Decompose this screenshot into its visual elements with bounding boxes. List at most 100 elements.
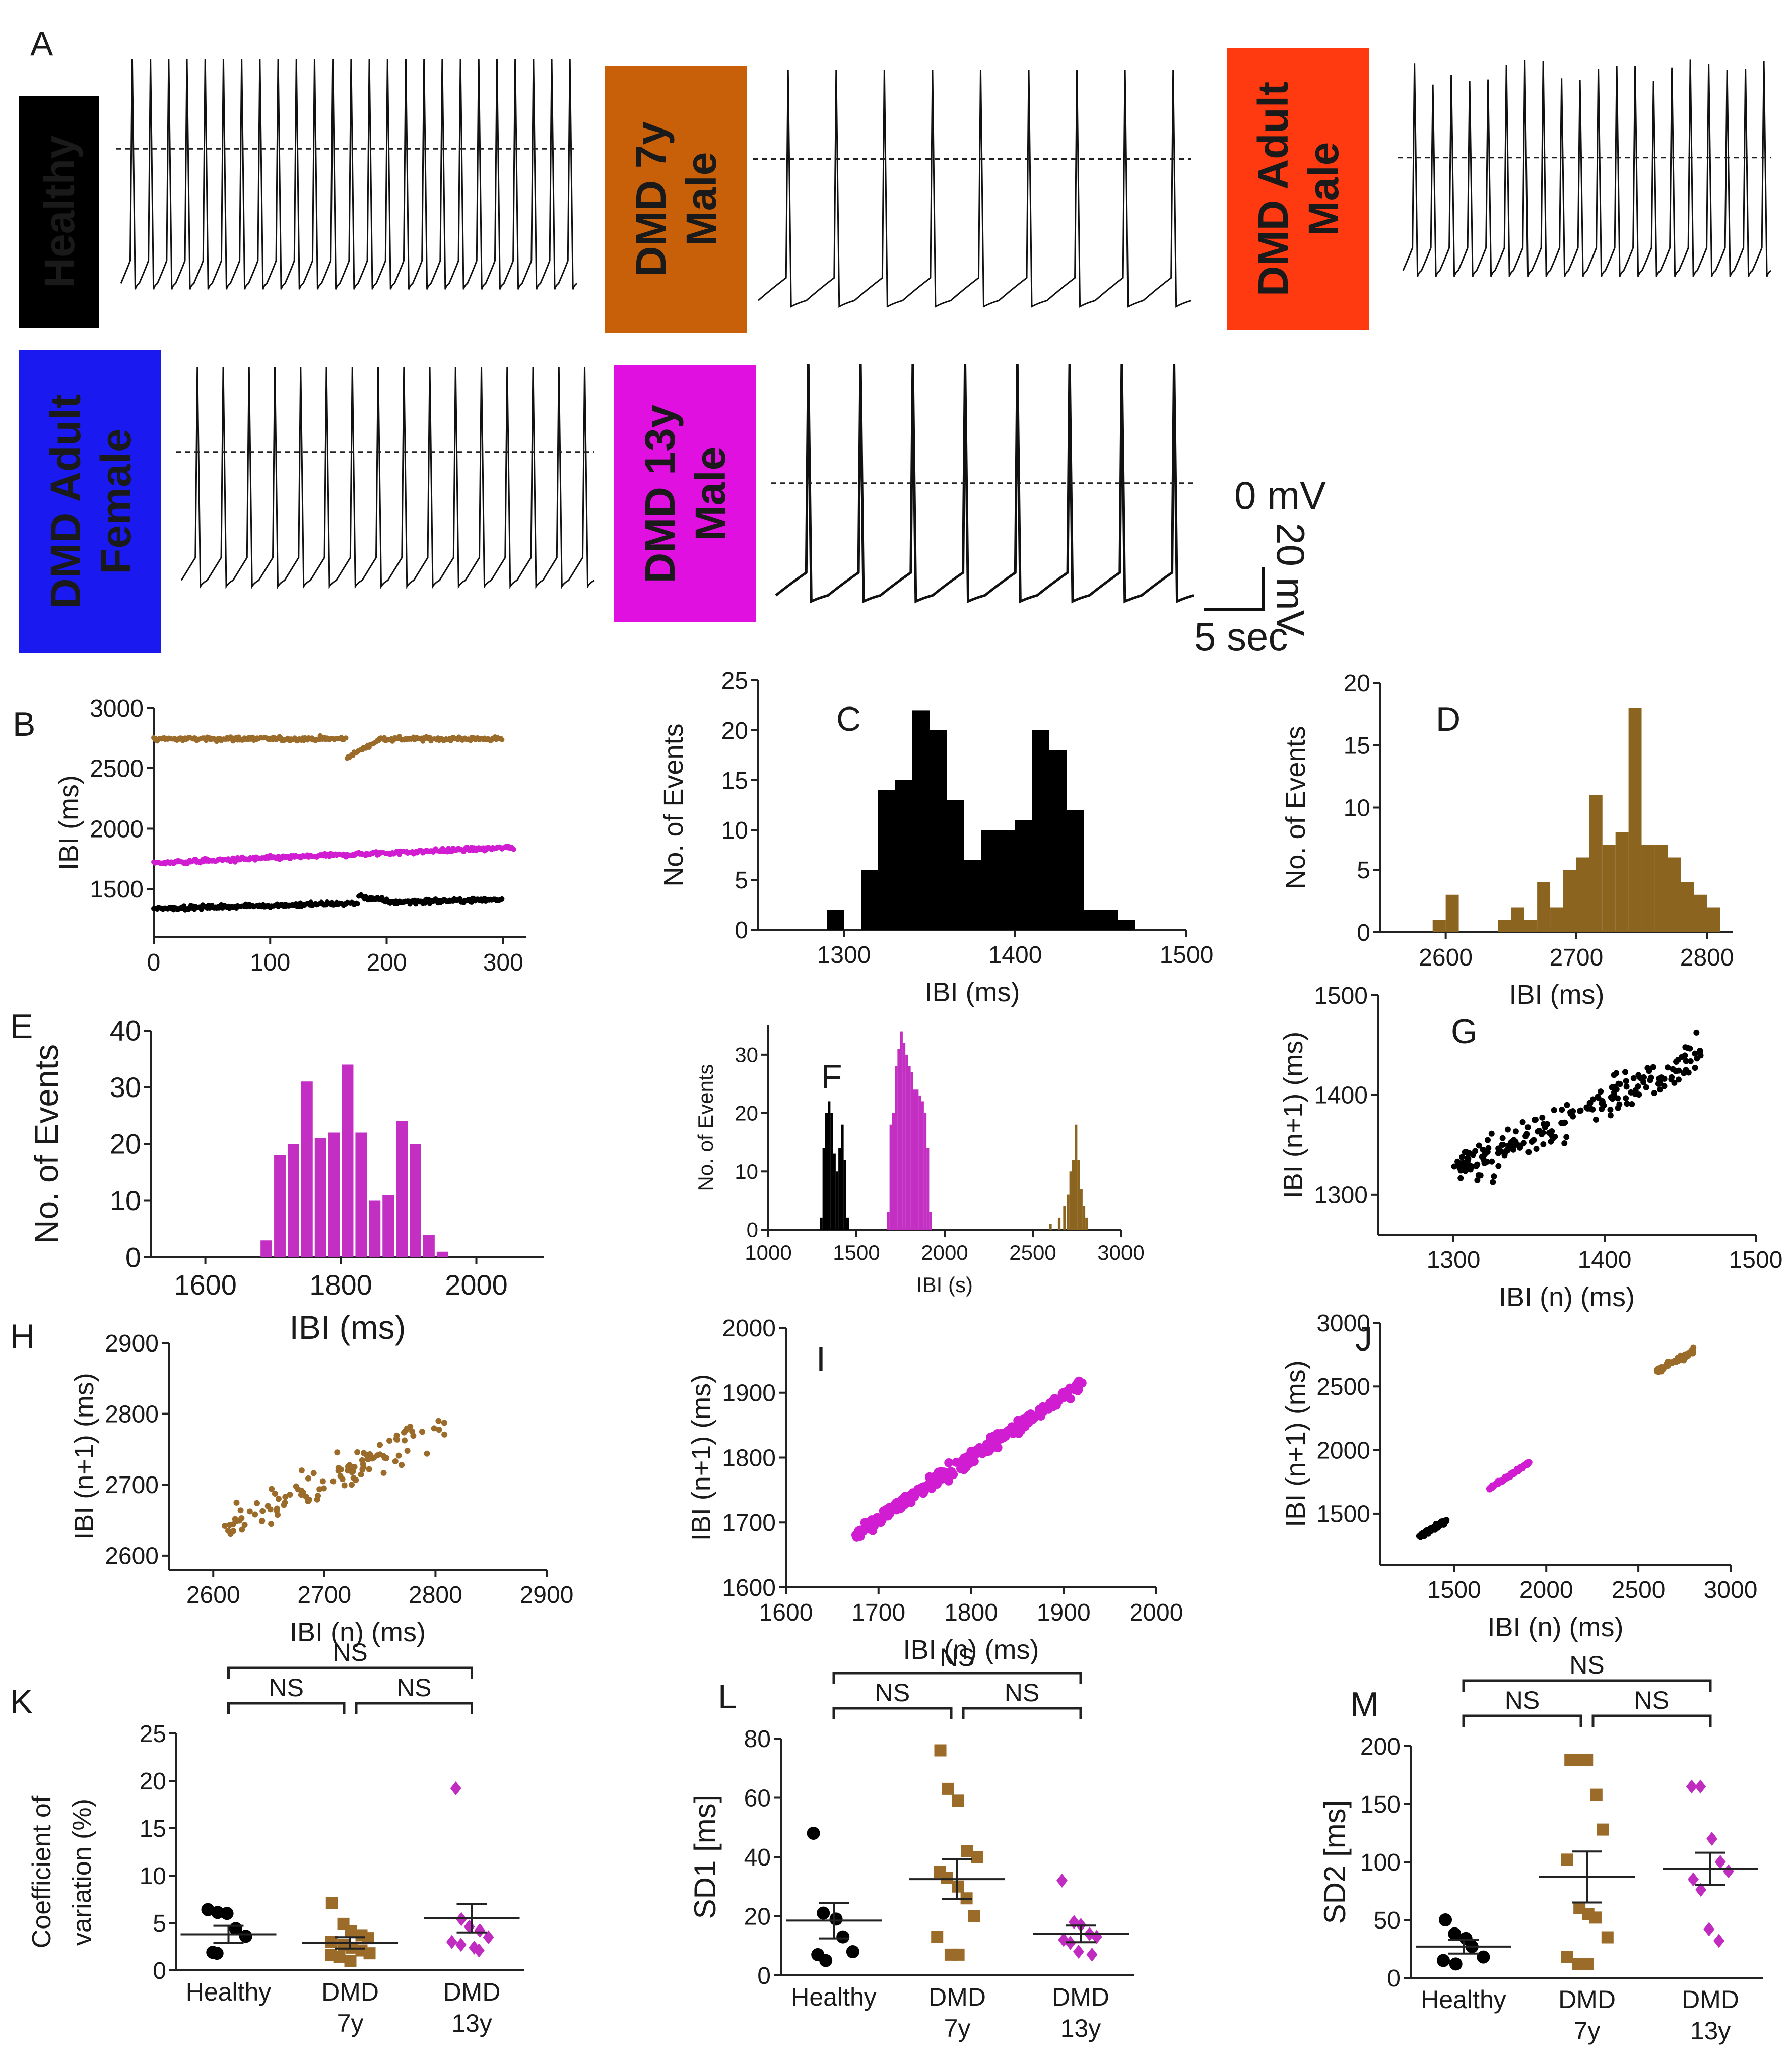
- poincare-point: [1523, 1131, 1530, 1137]
- poincare-point: [1661, 1083, 1668, 1089]
- histogram-bar: [923, 1113, 927, 1230]
- panel-letter-a: A: [30, 25, 53, 63]
- poincare-point: [1485, 1137, 1491, 1143]
- condition-label-group: Healthy: [36, 135, 83, 288]
- y-tick-label: 10: [721, 817, 748, 844]
- data-point: [942, 1782, 954, 1795]
- poincare-point: [1484, 1159, 1490, 1165]
- scale-voltage-label: 20 mV: [1269, 523, 1313, 636]
- condition-label-group: DMD Adult Male: [1249, 82, 1347, 296]
- poincare-point: [1679, 1054, 1685, 1060]
- histogram-bar: [1032, 730, 1049, 930]
- poincare-point: [1643, 1084, 1649, 1090]
- data-point: [846, 1945, 859, 1958]
- poincare-point: [1519, 1119, 1526, 1125]
- histogram-bar: [1694, 894, 1707, 932]
- histogram-bar: [423, 1235, 435, 1257]
- data-point: [345, 1925, 357, 1938]
- poincare-point: [1504, 1147, 1511, 1153]
- poincare-point: [1683, 1058, 1689, 1064]
- poincare-point: [436, 1427, 442, 1433]
- y-tick-label: 20: [744, 1904, 771, 1931]
- y-tick-label: 5: [735, 867, 748, 894]
- poincare-point: [1665, 1064, 1671, 1071]
- poincare-point: [1002, 1429, 1012, 1438]
- poincare-point: [937, 1468, 946, 1477]
- histogram-bar: [1511, 907, 1524, 932]
- poincare-point: [1048, 1396, 1058, 1405]
- x-tick-label: 1800: [944, 1599, 998, 1626]
- panel-letter-i: I: [816, 1340, 826, 1378]
- chart-panel-h: 2600 2700 2800 2900 2600 2700 2800 2900 IBI (n) …: [10, 1317, 573, 1647]
- poincare-point: [1613, 1070, 1620, 1076]
- ibi-point: [355, 901, 360, 906]
- poincare-point: [395, 1452, 402, 1459]
- poincare-point: [1480, 1146, 1486, 1153]
- poincare-point: [1665, 1358, 1671, 1365]
- poincare-point: [1611, 1089, 1618, 1096]
- poincare-point: [1628, 1089, 1634, 1096]
- poincare-point: [295, 1486, 301, 1493]
- y-tick-label: 0: [1357, 920, 1370, 946]
- histogram-bar: [328, 1132, 340, 1257]
- condition-label-box: [19, 96, 99, 328]
- poincare-point: [1495, 1145, 1502, 1152]
- data-point: [941, 1872, 953, 1884]
- histogram-bar: [897, 1049, 900, 1230]
- histogram-bar: [1628, 708, 1642, 932]
- chart-panel-e: 0 10 20 30 40 1600 1800 2000 IBI (ms) No. of Even…: [10, 1007, 544, 1346]
- poincare-point: [1470, 1151, 1477, 1158]
- group-label: DMD: [1558, 1985, 1616, 2014]
- group-label: Healthy: [1421, 1985, 1506, 2014]
- data-point: [1713, 1934, 1724, 1948]
- poincare-point: [1526, 1459, 1533, 1465]
- y-axis-title: No. of Events: [1281, 726, 1311, 889]
- histogram-bar: [1550, 907, 1563, 932]
- poincare-point: [1615, 1095, 1621, 1102]
- y-tick-label: 50: [1374, 1907, 1401, 1934]
- x-tick-label: 1700: [851, 1599, 905, 1626]
- data-point: [1703, 1922, 1715, 1937]
- significance-bracket: [832, 1672, 1082, 1684]
- poincare-point: [1675, 1356, 1682, 1362]
- histogram-bar: [1101, 910, 1118, 930]
- poincare-point: [1570, 1108, 1576, 1114]
- group-label: Healthy: [186, 1978, 272, 2006]
- group-label: 7y: [1574, 2017, 1601, 2045]
- poincare-point: [1469, 1163, 1475, 1170]
- poincare-point: [1623, 1095, 1629, 1102]
- histogram-bar: [828, 1101, 831, 1230]
- histogram-bar: [287, 1144, 299, 1257]
- poincare-point: [1539, 1114, 1546, 1121]
- poincare-point: [952, 1457, 961, 1467]
- histogram-bar: [1015, 820, 1032, 930]
- group-label: 13y: [1690, 2017, 1731, 2045]
- data-point: [1589, 1911, 1602, 1924]
- poincare-point: [407, 1423, 414, 1430]
- condition-label-box: [614, 365, 756, 622]
- histogram-bar: [892, 1113, 895, 1230]
- panel-letter-g: G: [1451, 1012, 1478, 1051]
- panel-letter-h: H: [10, 1317, 35, 1356]
- action-potential-trace: [775, 364, 1194, 604]
- poincare-point: [894, 1499, 904, 1508]
- poincare-point: [1675, 1076, 1682, 1083]
- significance-label: NS: [1569, 1651, 1604, 1679]
- poincare-point: [1477, 1172, 1484, 1179]
- poincare-point: [1647, 1077, 1653, 1083]
- action-potential-trace: [120, 59, 577, 290]
- poincare-point: [1451, 1163, 1457, 1170]
- histogram-bar: [825, 1113, 828, 1230]
- significance-bracket: [832, 1707, 953, 1719]
- poincare-point: [1551, 1107, 1557, 1113]
- y-tick-label: 3000: [1316, 1310, 1370, 1337]
- poincare-point: [227, 1531, 234, 1537]
- y-tick-label: 10: [110, 1185, 141, 1216]
- histogram-bar: [1077, 1160, 1080, 1230]
- poincare-point: [282, 1499, 288, 1506]
- x-tick-label: 1800: [309, 1269, 372, 1301]
- poincare-point: [1656, 1368, 1663, 1375]
- data-point: [239, 1930, 252, 1943]
